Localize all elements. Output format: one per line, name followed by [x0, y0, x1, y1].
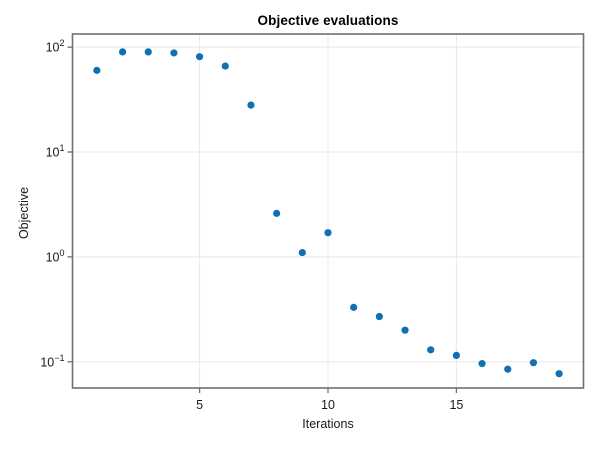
y-tick-label: 10−1	[40, 353, 64, 370]
data-point	[93, 66, 101, 74]
data-point	[221, 62, 229, 70]
x-tick-label: 5	[196, 398, 203, 412]
data-point	[504, 365, 512, 373]
data-point	[247, 101, 255, 109]
data-point	[298, 248, 306, 257]
x-tick-label: 15	[449, 398, 463, 412]
y-tick-label: 101	[46, 143, 65, 160]
data-point	[118, 48, 127, 56]
x-axis-label: Iterations	[302, 417, 354, 431]
chart-title: Objective evaluations	[257, 13, 399, 28]
data-point	[529, 359, 538, 367]
data-point	[452, 351, 460, 360]
data-point	[273, 209, 281, 217]
data-point	[196, 53, 204, 61]
data-point	[170, 49, 178, 57]
x-tick-label: 10	[321, 398, 335, 412]
data-point	[478, 360, 486, 368]
data-point	[324, 229, 332, 237]
data-point	[427, 346, 435, 354]
y-tick-label: 100	[46, 248, 65, 265]
data-point	[401, 326, 409, 334]
data-point	[555, 370, 563, 378]
data-point	[350, 303, 358, 311]
y-tick-label: 102	[46, 38, 65, 55]
data-point	[375, 312, 383, 321]
data-point	[144, 48, 152, 56]
